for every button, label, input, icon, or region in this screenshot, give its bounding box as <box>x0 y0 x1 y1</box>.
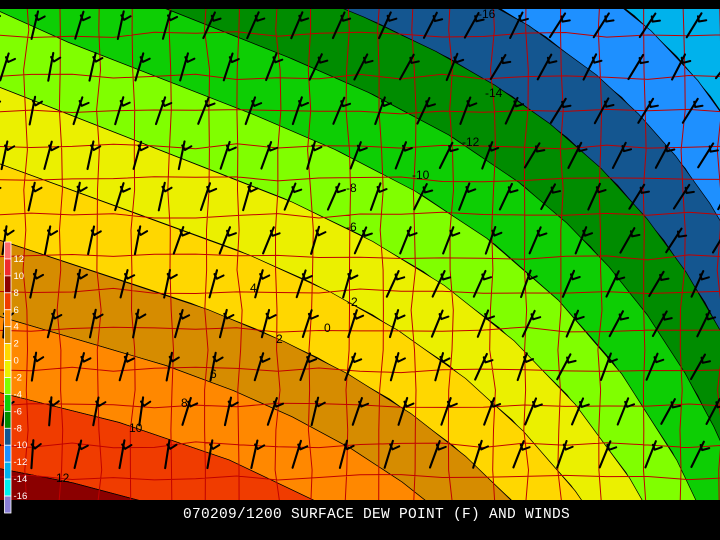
svg-text:-10: -10 <box>412 168 430 182</box>
svg-text:0: 0 <box>324 321 331 335</box>
svg-text:-16: -16 <box>14 491 28 502</box>
svg-text:-6: -6 <box>14 406 22 417</box>
svg-text:-8: -8 <box>14 423 22 434</box>
svg-text:-12: -12 <box>14 457 28 468</box>
svg-text:10: 10 <box>129 421 143 435</box>
svg-text:0: 0 <box>14 356 19 367</box>
svg-text:-8: -8 <box>346 181 357 195</box>
svg-text:-12: -12 <box>462 135 480 149</box>
svg-text:-2: -2 <box>14 373 22 384</box>
svg-text:12: 12 <box>14 254 25 265</box>
svg-text:-10: -10 <box>14 440 28 451</box>
svg-text:-16: -16 <box>478 7 496 21</box>
svg-text:2: 2 <box>276 332 283 346</box>
svg-text:12: 12 <box>56 471 70 485</box>
svg-text:4: 4 <box>14 322 19 333</box>
svg-text:6: 6 <box>14 305 19 316</box>
svg-text:-2: -2 <box>347 295 358 309</box>
svg-text:070209/1200 SURFACE DEW POINT: 070209/1200 SURFACE DEW POINT (F) AND WI… <box>183 507 570 523</box>
svg-text:-14: -14 <box>485 86 503 100</box>
svg-text:-4: -4 <box>14 389 22 400</box>
svg-text:10: 10 <box>14 271 25 282</box>
svg-text:-14: -14 <box>14 474 28 485</box>
svg-text:8: 8 <box>181 396 188 410</box>
svg-text:-6: -6 <box>346 220 357 234</box>
svg-text:8: 8 <box>14 288 19 299</box>
svg-text:2: 2 <box>14 339 19 350</box>
svg-text:4: 4 <box>250 281 257 295</box>
svg-text:6: 6 <box>210 367 217 381</box>
